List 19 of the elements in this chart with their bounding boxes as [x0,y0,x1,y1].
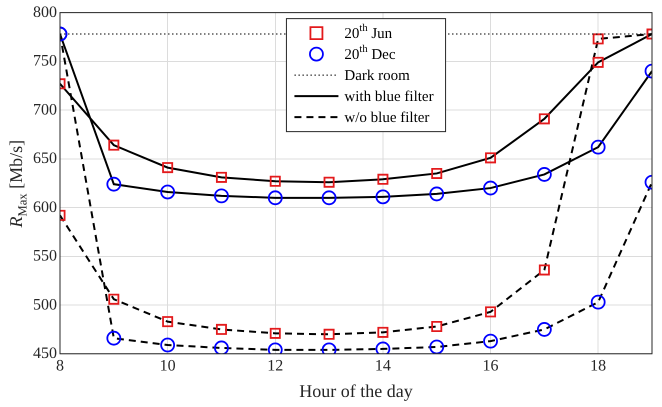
x-tick-label: 10 [160,358,176,375]
y-tick-label: 750 [33,52,57,70]
x-tick-label: 8 [56,358,64,375]
y-tick-label: 500 [33,296,57,314]
x-axis-title: Hour of the day [299,381,413,401]
annotation: w/o blue filter [344,110,430,126]
x-tick-label: 12 [267,358,284,375]
legend-label: Dark room [344,68,410,84]
y-tick-label: 550 [33,248,57,265]
annotation: with blue filter [344,89,434,106]
y-tick-label: 650 [33,150,57,168]
y-tick-label: 600 [33,198,57,216]
y-tick-label: 450 [33,345,57,362]
x-tick-label: 16 [482,358,499,375]
y-axis-title: RMax [Mb/s] [6,140,30,228]
y-tick-label: 700 [33,101,57,118]
x-tick-label: 18 [590,358,606,375]
y-tick-label: 800 [33,4,57,21]
x-tick-label: 14 [374,358,391,375]
